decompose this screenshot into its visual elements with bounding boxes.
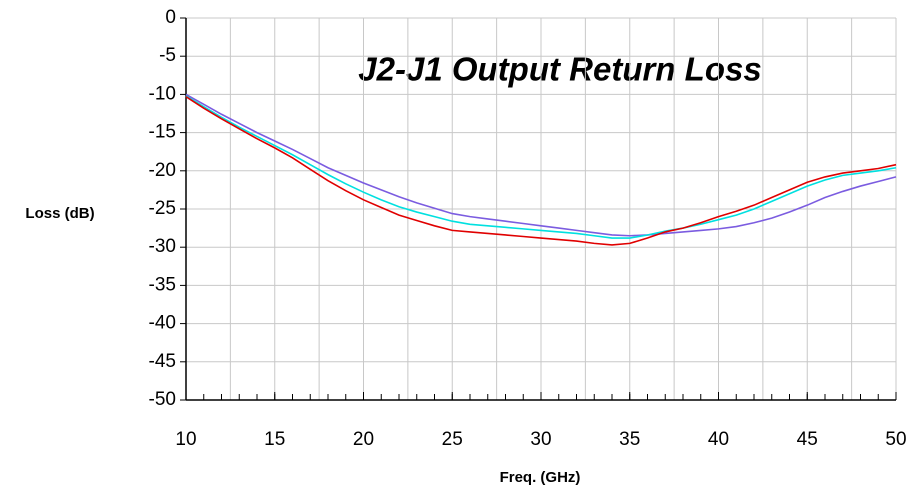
y-tick-label: -15 (149, 122, 176, 143)
y-tick-label: -40 (149, 313, 176, 334)
x-tick-label: 15 (264, 429, 285, 450)
y-tick-label: -45 (149, 351, 176, 372)
x-tick-label: 50 (885, 429, 906, 450)
x-axis-label: Freq. (GHz) (500, 469, 581, 486)
x-tick-label: 25 (442, 429, 463, 450)
y-axis-label: Loss (dB) (25, 205, 94, 222)
x-tick-label: 20 (353, 429, 374, 450)
y-tick-label: -25 (149, 198, 176, 219)
x-tick-label: 10 (175, 429, 196, 450)
chart-title: J2-J1 Output Return Loss (358, 51, 761, 88)
y-tick-label: -35 (149, 274, 176, 295)
y-tick-label: -50 (149, 389, 176, 410)
x-tick-label: 45 (797, 429, 818, 450)
y-tick-label: -30 (149, 236, 176, 257)
series-line (185, 95, 897, 239)
x-tick-label: 40 (708, 429, 729, 450)
y-tick-label: -5 (159, 45, 176, 66)
y-tick-label: -10 (149, 83, 176, 104)
series-line (185, 96, 897, 246)
series-line (185, 93, 897, 237)
x-tick-label: 30 (530, 429, 551, 450)
x-tick-label: 35 (619, 429, 640, 450)
y-tick-label: 0 (165, 7, 176, 28)
y-tick-label: -20 (149, 160, 176, 181)
